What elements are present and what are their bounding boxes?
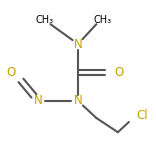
Text: CH₃: CH₃ [93, 15, 112, 25]
Text: Cl: Cl [136, 109, 148, 122]
Text: CH₃: CH₃ [35, 15, 53, 25]
Text: N: N [74, 94, 82, 107]
Text: N: N [34, 94, 43, 107]
Text: N: N [74, 38, 82, 51]
Text: O: O [6, 66, 15, 79]
Text: O: O [114, 66, 123, 79]
